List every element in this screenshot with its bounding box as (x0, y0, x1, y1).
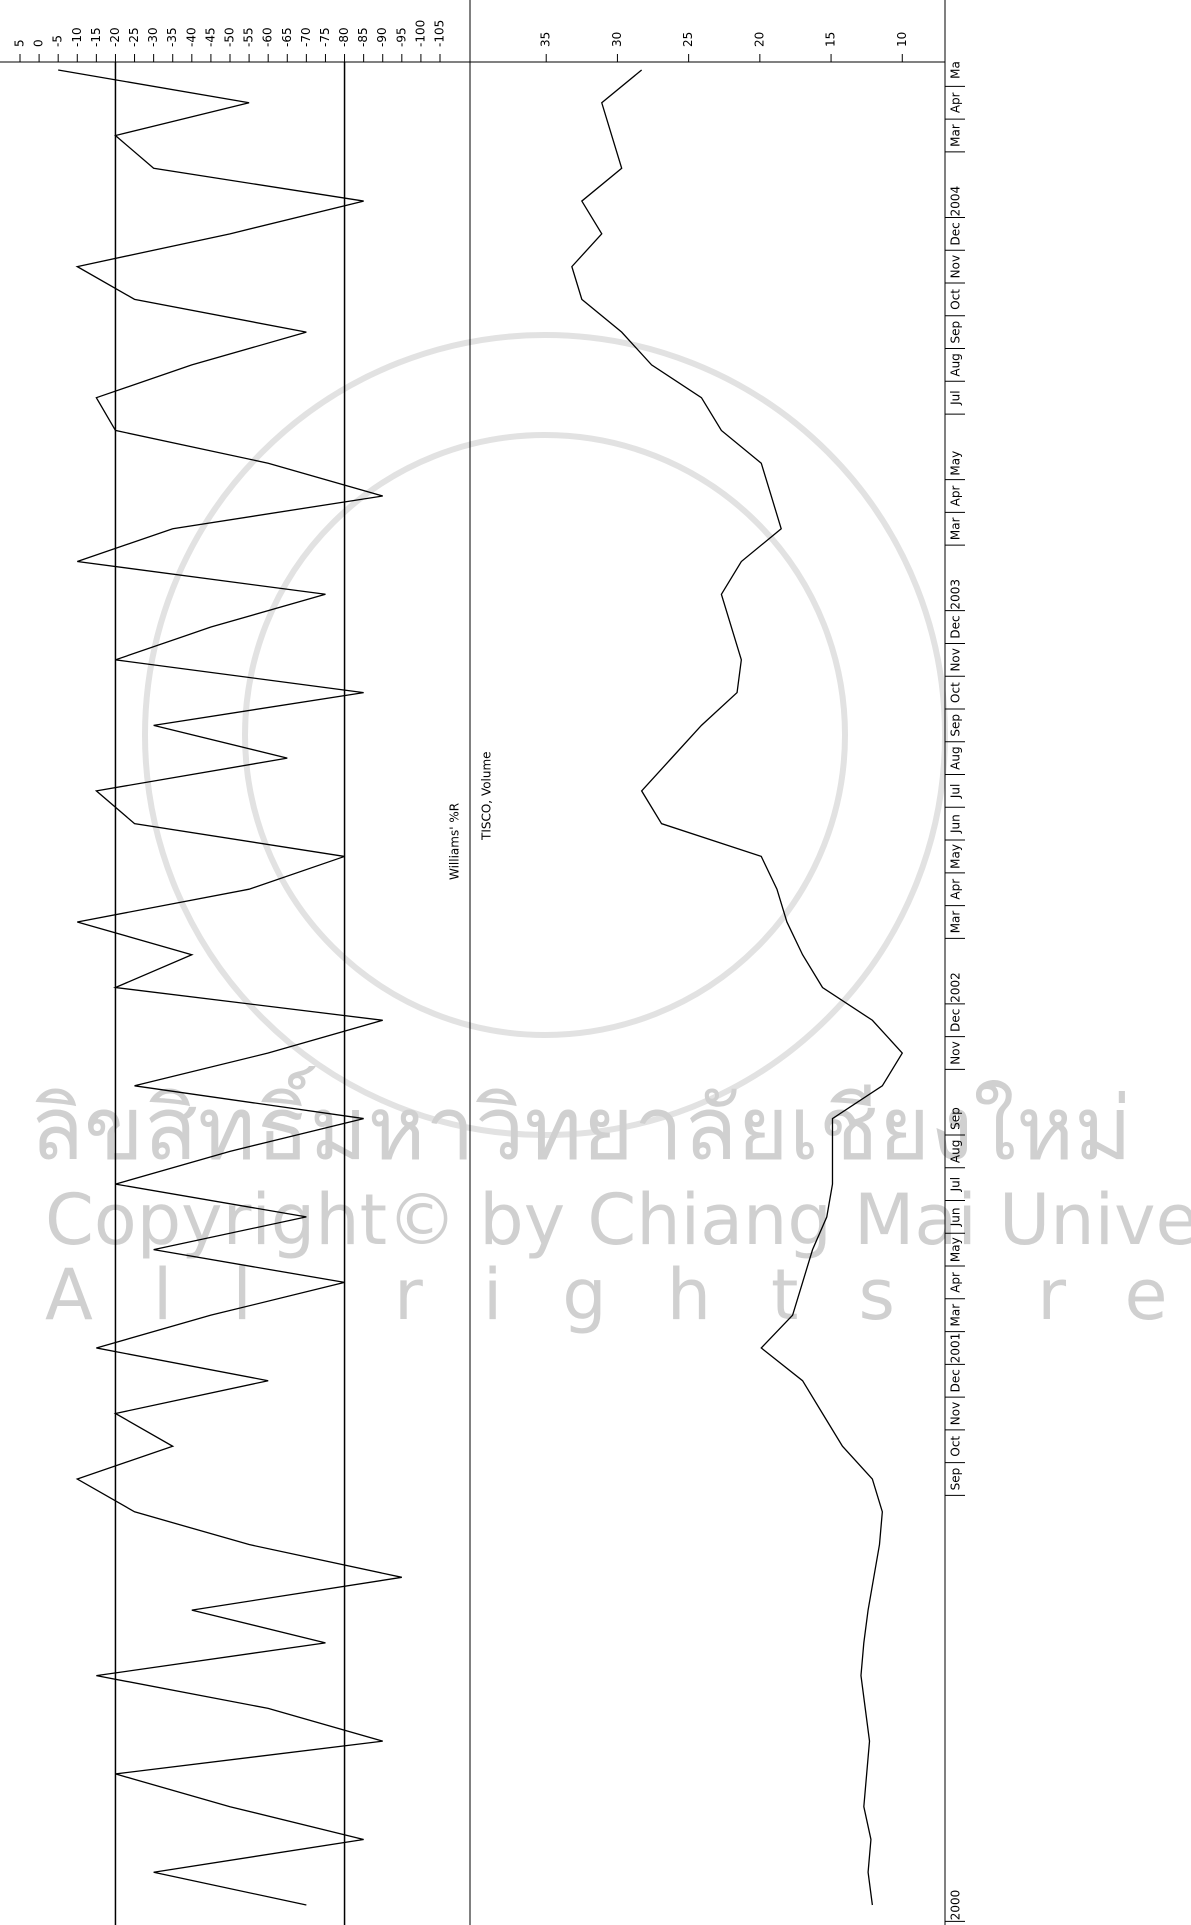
y-tick-label: 15 (824, 32, 838, 47)
y-tick-label: -105 (433, 20, 447, 47)
williams-title: Williams' %R (448, 803, 462, 880)
x-tick-label: Apr (949, 486, 963, 507)
x-tick-label: Aug (949, 746, 963, 769)
x-tick-label: Dec (949, 1369, 963, 1392)
x-tick-label: Oct (949, 682, 963, 703)
y-tick-label: 0 (32, 39, 46, 47)
x-tick-label: Jun (949, 1208, 963, 1228)
y-tick-label: -30 (146, 27, 160, 47)
x-tick-label: 2003 (949, 579, 963, 610)
y-tick-label: -35 (165, 27, 179, 47)
y-tick-label: 10 (895, 32, 909, 47)
x-tick-label: Nov (949, 1041, 963, 1064)
price-title: TISCO, Volume (480, 751, 494, 841)
x-tick-label: Nov (949, 648, 963, 671)
y-tick-label: 5 (13, 39, 27, 47)
y-tick-label: -70 (299, 27, 313, 47)
x-tick-label: Jul (949, 784, 963, 799)
x-tick-label: Aug (949, 353, 963, 376)
x-tick-label: Oct (949, 1436, 963, 1457)
x-tick-label: Apr (949, 879, 963, 900)
x-tick-label: Nov (949, 255, 963, 278)
y-tick-label: -65 (280, 27, 294, 47)
x-tick-label: Mar (949, 124, 963, 147)
y-tick-label: -50 (223, 27, 237, 47)
y-tick-label: -85 (356, 27, 370, 47)
watermark-copyright: Copyright© by Chiang Mai University (45, 1179, 1191, 1261)
series-line (571, 69, 904, 1906)
x-tick-label: Mar (949, 911, 963, 934)
x-tick-label: Nov (949, 1402, 963, 1425)
x-tick-label: Ma (949, 61, 963, 79)
y-tick-label: -75 (318, 27, 332, 47)
x-tick-label: Jun (949, 814, 963, 834)
watermark-logo (142, 332, 948, 1138)
x-tick-label: Sep (949, 714, 963, 737)
y-tick-label: -100 (413, 20, 427, 47)
x-tick-label: Sep (949, 321, 963, 344)
y-tick-label: -40 (184, 27, 198, 47)
x-tick-label: Mar (949, 1304, 963, 1327)
x-tick-label: May (949, 1237, 963, 1262)
y-tick-label: -15 (89, 27, 103, 47)
x-tick-label: Dec (949, 1009, 963, 1032)
x-tick-label: 2000 (949, 1890, 963, 1921)
y-tick-label: -20 (108, 27, 122, 47)
watermark-rights: All rights reserved (45, 1254, 1191, 1336)
y-tick-label: 35 (539, 32, 553, 47)
x-tick-label: 2002 (949, 972, 963, 1003)
x-tick-label: Jul (949, 1177, 963, 1192)
y-tick-label: 30 (610, 32, 624, 47)
x-tick-label: Oct (949, 289, 963, 310)
x-tick-label: Dec (949, 615, 963, 638)
x-tick-label: 2001 (949, 1333, 963, 1364)
y-tick-label: -95 (394, 27, 408, 47)
y-tick-label: 20 (752, 32, 766, 47)
watermark-thai: ลิขสิทธิ์มหาวิทยาลัยเชียงใหม่ (30, 1066, 1132, 1180)
y-tick-label: -10 (70, 27, 84, 47)
x-tick-label: Aug (949, 1140, 963, 1163)
y-tick-label: -60 (261, 27, 275, 47)
y-tick-label: -45 (203, 27, 217, 47)
y-tick-label: -80 (337, 27, 351, 47)
y-tick-label: 25 (681, 32, 695, 47)
x-tick-label: Apr (949, 1272, 963, 1293)
x-tick-label: Sep (949, 1468, 963, 1491)
y-tick-label: -25 (127, 27, 141, 47)
x-tick-label: Apr (949, 92, 963, 113)
y-tick-label: -90 (375, 27, 389, 47)
x-tick-label: 2004 (949, 186, 963, 217)
x-tick-label: Sep (949, 1107, 963, 1130)
x-tick-label: Mar (949, 517, 963, 540)
rotated-chart: Williams' %R TISCO, Volume 5 0 -5 -10 -15 -20… (0, 0, 965, 1925)
x-tick-label: Jul (949, 390, 963, 405)
x-tick-label: Dec (949, 222, 963, 245)
y-tick-label: -5 (51, 35, 65, 47)
x-tick-label: May (949, 451, 963, 476)
series-line (58, 69, 402, 1906)
y-tick-label: -55 (242, 27, 256, 47)
x-tick-label: May (949, 844, 963, 869)
